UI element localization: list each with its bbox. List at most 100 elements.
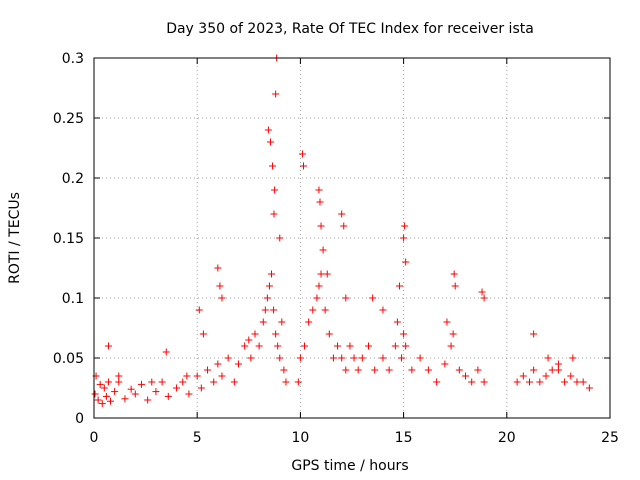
data-point	[519, 372, 527, 380]
data-point	[121, 395, 129, 403]
data-point	[447, 342, 455, 350]
data-point	[98, 400, 106, 408]
data-point	[218, 294, 226, 302]
data-point	[480, 294, 488, 302]
data-point	[210, 378, 218, 386]
data-points	[91, 54, 593, 408]
data-point	[346, 342, 354, 350]
y-tick-label: 0.15	[53, 231, 84, 247]
data-point	[443, 318, 451, 326]
data-point	[148, 378, 156, 386]
data-point	[193, 372, 201, 380]
data-point	[329, 354, 337, 362]
chart-title: Day 350 of 2023, Rate Of TEC Index for r…	[166, 21, 534, 37]
data-point	[115, 378, 123, 386]
data-point	[433, 378, 441, 386]
data-point	[462, 372, 470, 380]
data-point	[185, 390, 193, 398]
data-point	[259, 318, 267, 326]
y-tick-label: 0.3	[62, 51, 84, 67]
data-point	[379, 306, 387, 314]
data-point	[365, 342, 373, 350]
data-point	[338, 210, 346, 218]
data-point	[554, 360, 562, 368]
data-point	[179, 378, 187, 386]
data-point	[579, 378, 587, 386]
data-point	[567, 372, 575, 380]
data-point	[536, 378, 544, 386]
data-point	[315, 282, 323, 290]
data-point	[401, 222, 409, 230]
data-point	[224, 354, 232, 362]
x-tick-label: 25	[601, 430, 619, 446]
data-point	[195, 306, 203, 314]
y-tick-label: 0.25	[53, 111, 84, 127]
data-point	[573, 378, 581, 386]
x-tick-label: 15	[395, 430, 413, 446]
data-point	[350, 354, 358, 362]
data-point	[265, 282, 273, 290]
data-point	[280, 366, 288, 374]
data-point	[400, 330, 408, 338]
data-point	[268, 270, 276, 278]
data-point	[342, 294, 350, 302]
data-point	[526, 378, 534, 386]
data-point	[127, 385, 135, 393]
data-point	[315, 186, 323, 194]
data-point	[218, 372, 226, 380]
x-tick-label: 20	[498, 430, 516, 446]
data-point	[173, 384, 181, 392]
data-point	[449, 330, 457, 338]
data-point	[111, 388, 119, 396]
data-point	[247, 354, 255, 362]
data-point	[255, 342, 263, 350]
data-point	[272, 90, 280, 98]
data-point	[298, 150, 306, 158]
data-point	[183, 372, 191, 380]
data-point	[296, 354, 304, 362]
data-point	[214, 264, 222, 272]
data-point	[100, 384, 108, 392]
data-point	[91, 390, 99, 398]
data-point	[299, 162, 307, 170]
data-point	[416, 354, 424, 362]
data-point	[115, 372, 123, 380]
data-point	[199, 330, 207, 338]
data-point	[369, 294, 377, 302]
data-point	[542, 372, 550, 380]
data-point	[513, 378, 521, 386]
data-point	[334, 342, 342, 350]
data-point	[272, 330, 280, 338]
data-point	[162, 348, 170, 356]
data-point	[270, 210, 278, 218]
data-point	[340, 222, 348, 230]
y-tick-label: 0.2	[62, 171, 84, 187]
data-point	[338, 354, 346, 362]
y-tick-label: 0	[75, 411, 84, 427]
data-point	[214, 360, 222, 368]
data-point	[137, 380, 145, 388]
data-point	[197, 384, 205, 392]
data-point	[400, 234, 408, 242]
data-point	[478, 288, 486, 296]
data-point	[309, 306, 317, 314]
data-point	[408, 366, 416, 374]
data-point	[585, 384, 593, 392]
data-point	[230, 378, 238, 386]
data-point	[317, 222, 325, 230]
data-point	[391, 342, 399, 350]
data-point	[554, 366, 562, 374]
data-point	[261, 306, 269, 314]
data-point	[251, 330, 259, 338]
data-point	[398, 354, 406, 362]
data-point	[276, 354, 284, 362]
data-point	[102, 392, 110, 400]
data-point	[294, 378, 302, 386]
data-point	[354, 366, 362, 374]
data-point	[544, 354, 552, 362]
data-point	[282, 378, 290, 386]
data-point	[158, 378, 166, 386]
data-point	[276, 234, 284, 242]
data-point	[271, 186, 279, 194]
